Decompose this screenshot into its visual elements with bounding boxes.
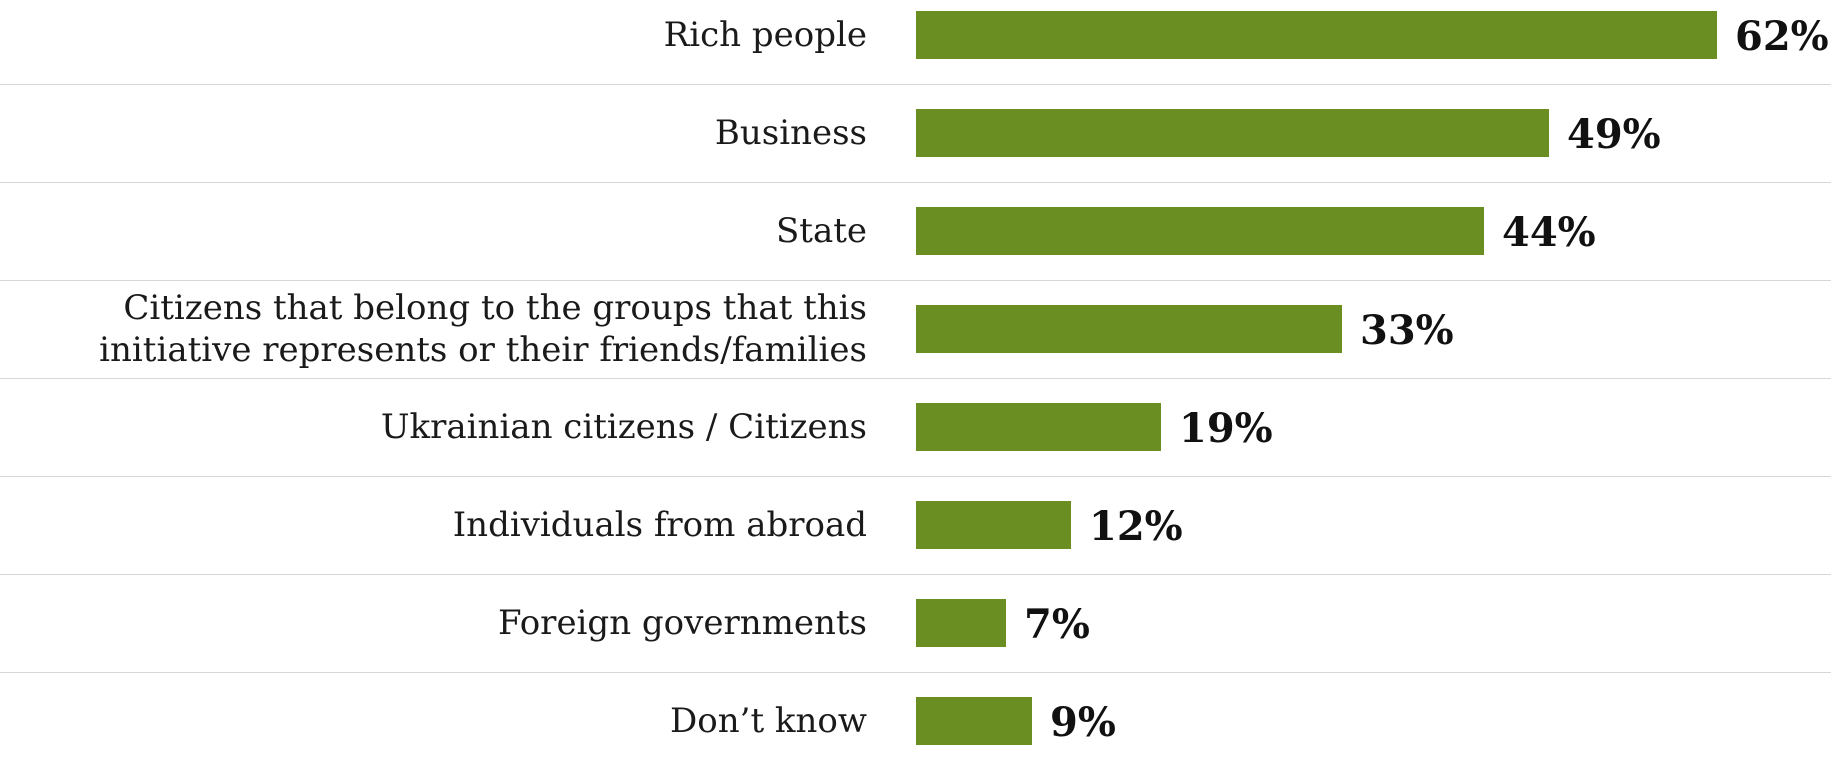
category-label: State <box>775 211 867 251</box>
bar <box>916 207 1484 255</box>
category-label: Rich people <box>663 15 867 55</box>
value-label: 12% <box>1089 503 1183 550</box>
category-label: Business <box>714 113 867 153</box>
bar-chart: Rich people 62% Business 49% State 44% Citizen… <box>0 0 1831 746</box>
category-label: Ukrainian citizens / Citizens <box>380 407 867 447</box>
chart-row: Ukrainian citizens / Citizens <box>0 378 1831 476</box>
category-label: Don’t know <box>670 701 867 741</box>
value-label: 9% <box>1050 699 1116 746</box>
row-divider <box>0 182 1831 183</box>
value-label: 19% <box>1179 405 1273 452</box>
value-label: 62% <box>1735 13 1829 60</box>
value-label: 7% <box>1024 601 1090 648</box>
bar <box>916 403 1161 451</box>
value-label: 33% <box>1360 307 1454 354</box>
category-label: Individuals from abroad <box>452 505 867 545</box>
bar <box>916 501 1071 549</box>
row-divider <box>0 476 1831 477</box>
bar <box>916 11 1717 59</box>
value-label: 49% <box>1567 111 1661 158</box>
row-divider <box>0 378 1831 379</box>
bar <box>916 109 1549 157</box>
bar <box>916 599 1006 647</box>
chart-row: Business <box>0 84 1831 182</box>
row-divider <box>0 672 1831 673</box>
bar <box>916 697 1032 745</box>
category-label: Citizens that belong to the groups that … <box>99 288 867 370</box>
chart-row: Rich people <box>0 0 1831 84</box>
chart-row: Citizens that belong to the groups that … <box>0 280 1831 378</box>
chart-row: Individuals from abroad <box>0 476 1831 574</box>
row-divider <box>0 574 1831 575</box>
chart-row: Don’t know <box>0 672 1831 770</box>
value-label: 44% <box>1502 209 1596 256</box>
category-label: Foreign governments <box>497 603 867 643</box>
row-divider <box>0 84 1831 85</box>
bar <box>916 305 1342 353</box>
chart-row: State <box>0 182 1831 280</box>
chart-row: Foreign governments <box>0 574 1831 672</box>
row-divider <box>0 280 1831 281</box>
